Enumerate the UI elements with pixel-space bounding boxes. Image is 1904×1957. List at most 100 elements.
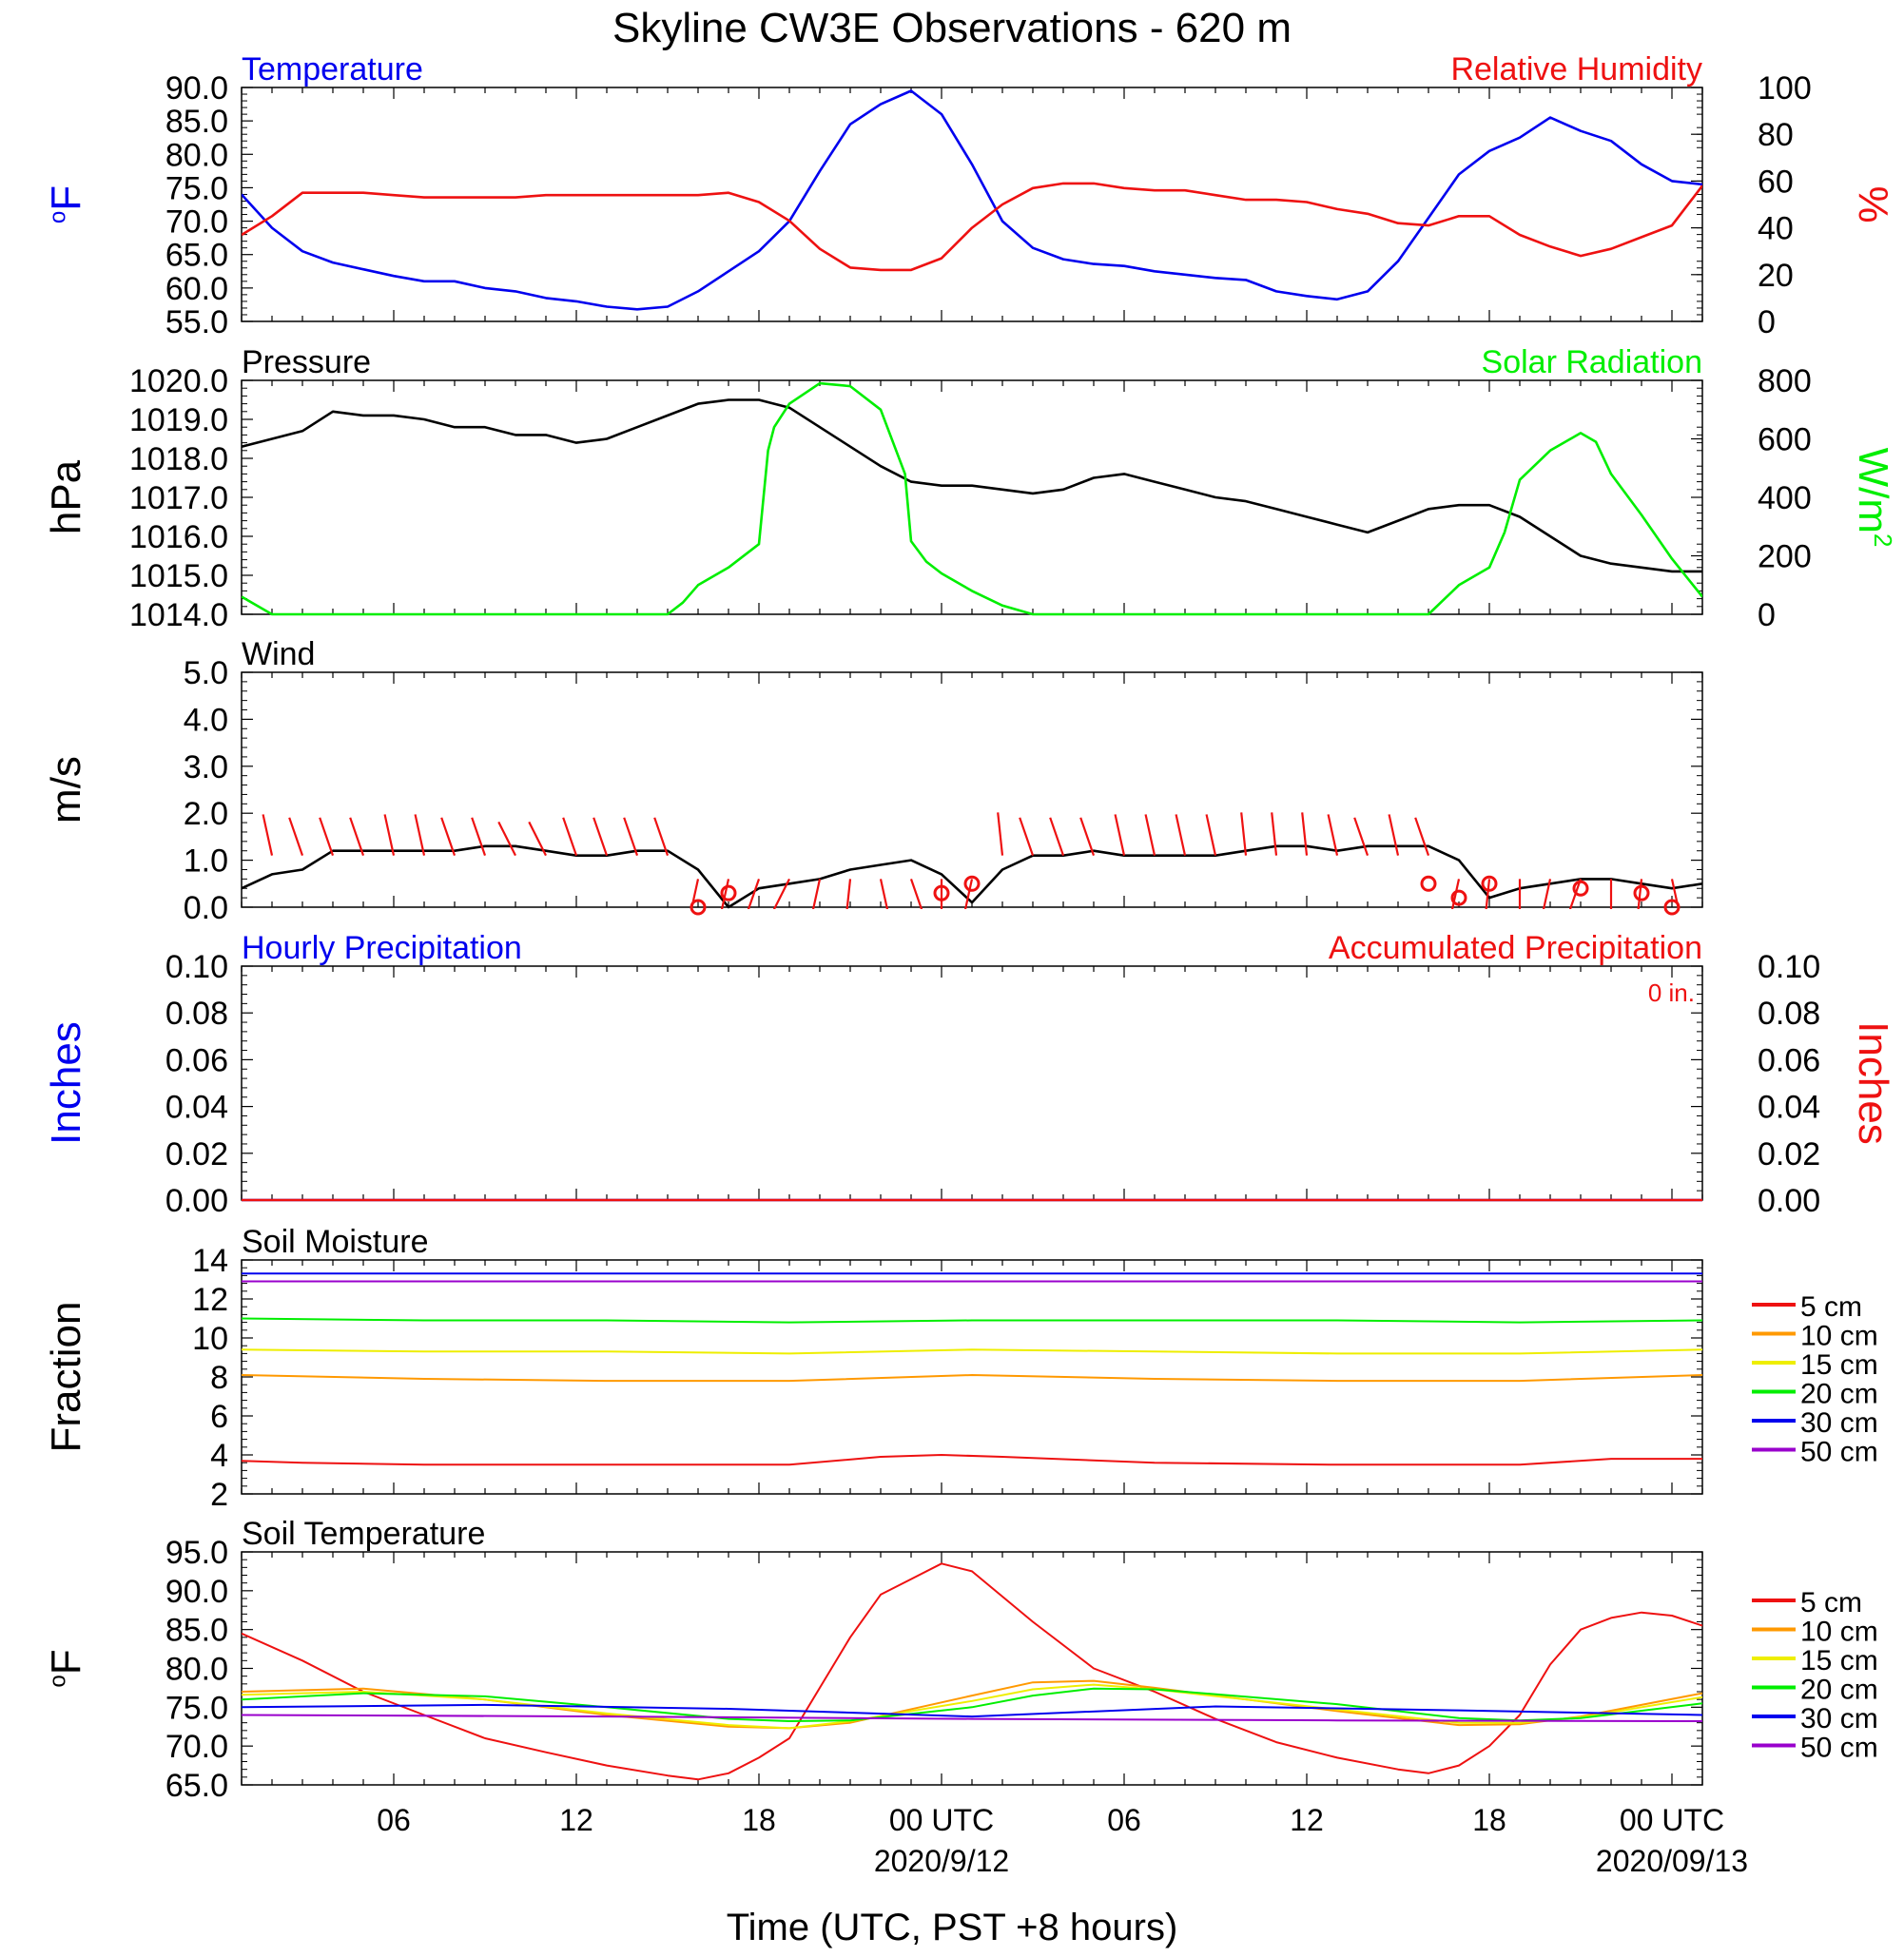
y-axis-label-left: Fraction <box>43 1302 89 1453</box>
series-group <box>242 1562 1702 1781</box>
y-axis-label-right: % <box>1850 185 1896 223</box>
wind-barb <box>593 817 609 857</box>
y-axis-label-right: Inches <box>1850 1021 1896 1145</box>
y-tick-label-left: 90.0 <box>165 70 228 107</box>
wind-barb <box>440 817 457 857</box>
y-tick-label-left: 60.0 <box>165 271 228 307</box>
wind-barb <box>963 879 974 909</box>
panel-0: 55.060.065.070.075.080.085.090.0 0 20 40 60 8… <box>43 51 1896 340</box>
y-tick-label-left: 0.08 <box>165 996 228 1032</box>
wind-barb <box>997 812 1004 856</box>
panel-title-right: Accumulated Precipitation <box>1329 930 1702 966</box>
series-line-0 <box>242 89 1702 311</box>
y-axis-label-left: Inches <box>43 1021 89 1145</box>
series-line-0 <box>242 1454 1702 1466</box>
y-tick-label-right: 60 <box>1758 164 1794 200</box>
x-tick-label: 18 <box>742 1803 776 1837</box>
wind-barb <box>690 879 700 909</box>
y-tick-label-left: 4.0 <box>184 702 228 738</box>
y-axis-label-left: hPa <box>43 459 89 534</box>
y-tick-label-left: 3.0 <box>184 749 228 785</box>
y-tick-label-left: 2.0 <box>184 796 228 832</box>
plot-frame <box>241 87 1703 322</box>
series-line-1 <box>242 1374 1702 1383</box>
series-group <box>242 812 1702 909</box>
y-tick-label-right: 0.10 <box>1758 949 1820 985</box>
wind-barb <box>1568 878 1583 909</box>
panel-title-left: Soil Moisture <box>242 1224 429 1260</box>
calm-wind-marker <box>1420 875 1437 892</box>
y-tick-label-left: 85.0 <box>165 1613 228 1649</box>
y-tick-label-right: 800 <box>1758 363 1812 399</box>
legend-label: 15 cm <box>1800 1645 1878 1676</box>
calm-wind-marker <box>1633 884 1650 901</box>
y-tick-label-right: 200 <box>1758 539 1812 575</box>
y-tick-label-left: 80.0 <box>165 137 228 173</box>
y-tick-label-left: 14 <box>192 1243 228 1279</box>
legend-label: 10 cm <box>1800 1617 1878 1648</box>
x-tick-date-label: 2020/09/13 <box>1596 1844 1748 1878</box>
calm-wind-marker <box>1572 880 1589 897</box>
x-tick-label: 00 UTC <box>889 1803 994 1837</box>
y-tick-label-left: 95.0 <box>165 1535 228 1571</box>
y-tick-label-left: 0.04 <box>165 1090 228 1126</box>
wind-barb <box>1450 879 1461 909</box>
y-tick-label-left: 65.0 <box>165 238 228 274</box>
y-tick-label-right: 600 <box>1758 422 1812 458</box>
legend-label: 5 cm <box>1800 1291 1862 1323</box>
y-tick-label-left: 75.0 <box>165 1690 228 1726</box>
wind-barb <box>383 814 396 856</box>
wind-barb <box>653 817 670 857</box>
series-line-0 <box>242 844 1702 909</box>
wind-barb <box>528 821 547 857</box>
y-tick-label-left: 0.0 <box>184 890 228 926</box>
wind-barb <box>471 817 487 857</box>
wind-barb <box>1327 814 1339 856</box>
series-line-5 <box>242 1714 1702 1722</box>
wind-barb <box>288 817 304 857</box>
wind-barb <box>1353 817 1370 857</box>
series-line-0 <box>242 1562 1702 1781</box>
y-tick-label-left: 80.0 <box>165 1652 228 1688</box>
y-axis-label-left: oF <box>43 185 89 223</box>
accumulated-total-label: 0 in. <box>1648 978 1695 1007</box>
y-tick-label-right: 0.06 <box>1758 1042 1820 1078</box>
x-tick-label: 12 <box>1290 1803 1324 1837</box>
wind-barb <box>845 879 852 909</box>
y-tick-label-left: 75.0 <box>165 170 228 206</box>
panel-3: 0.00 0.02 0.04 0.06 0.08 0.10 0.00 0.02 0.04 0.06… <box>43 930 1896 1219</box>
y-tick-label-right: 400 <box>1758 480 1812 516</box>
legend-label: 15 cm <box>1800 1349 1878 1381</box>
series-group <box>242 89 1702 311</box>
panel-title-left: Pressure <box>242 344 371 380</box>
calm-wind-marker <box>1481 875 1498 892</box>
series-line-0 <box>242 398 1702 573</box>
wind-barb <box>909 878 923 909</box>
legend-label: 30 cm <box>1800 1703 1878 1734</box>
wind-barb <box>319 817 335 857</box>
y-tick-label-left: 1014.0 <box>129 597 228 633</box>
legend-label: 20 cm <box>1800 1675 1878 1706</box>
legend-label: 20 cm <box>1800 1379 1878 1410</box>
y-tick-label-right: 0.00 <box>1758 1183 1820 1219</box>
y-axis-label-left: m/s <box>43 756 89 823</box>
y-tick-label-left: 1015.0 <box>129 558 228 594</box>
wind-barb <box>1049 817 1065 857</box>
x-tick-label: 06 <box>1107 1803 1141 1837</box>
y-tick-label-left: 0.02 <box>165 1136 228 1172</box>
wind-barb <box>1175 814 1187 856</box>
y-tick-label-left: 2 <box>210 1477 228 1513</box>
y-tick-label-left: 70.0 <box>165 204 228 241</box>
wind-barb <box>1388 814 1400 856</box>
series-line-1 <box>242 381 1702 616</box>
panel-1: 1014.01015.01016.01017.01018.01019.01020… <box>43 344 1897 633</box>
calm-wind-marker <box>1450 889 1467 906</box>
x-tick-date-label: 2020/9/12 <box>874 1844 1009 1878</box>
y-tick-label-left: 1.0 <box>184 843 228 880</box>
series-line-2 <box>242 1348 1702 1355</box>
y-tick-label-left: 1017.0 <box>129 480 228 516</box>
y-tick-label-right: 0.08 <box>1758 996 1820 1032</box>
wind-barb <box>349 817 365 857</box>
plot-frame <box>241 965 1703 1201</box>
